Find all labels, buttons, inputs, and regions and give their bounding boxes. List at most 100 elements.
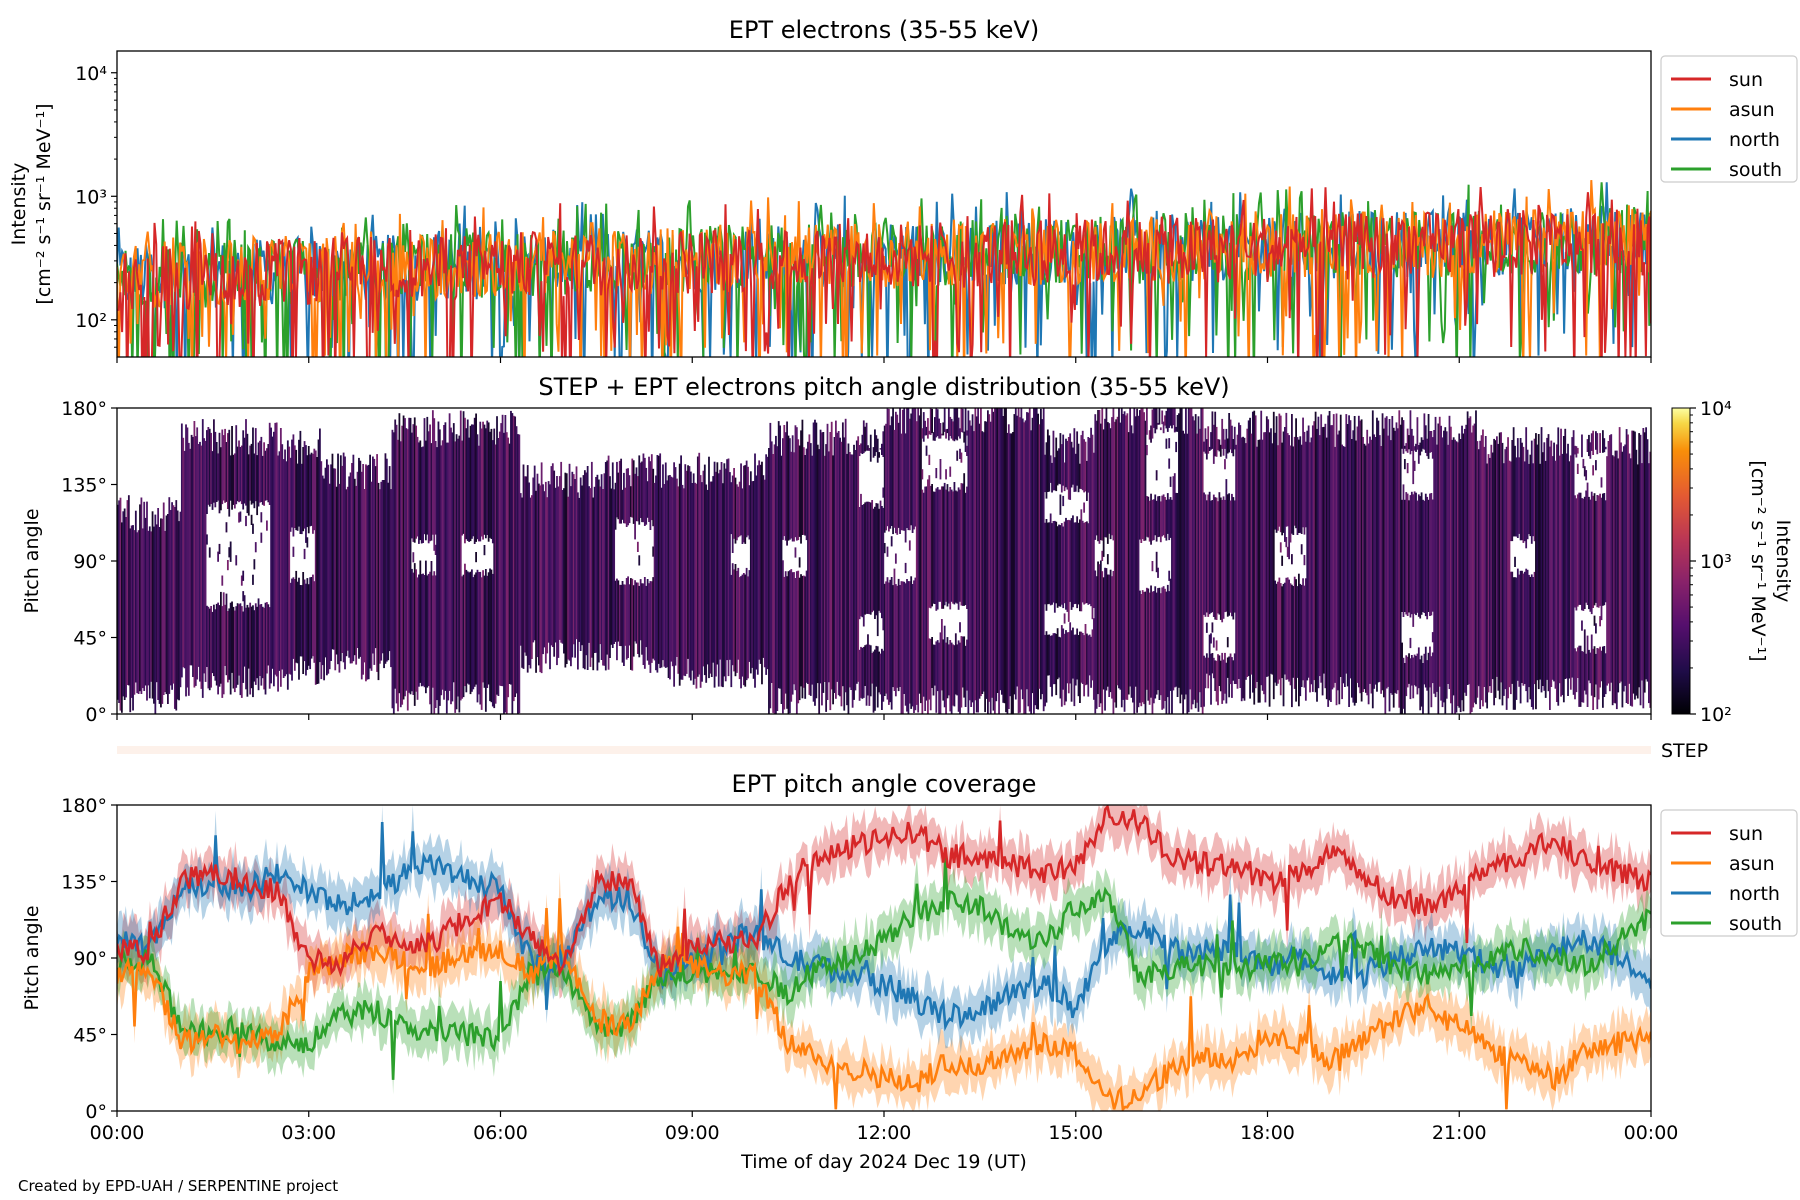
heatmap-cell [507, 437, 510, 698]
heatmap-cell [793, 452, 795, 542]
legend-item-south[interactable]: south [1671, 159, 1782, 181]
heatmap-cell [1401, 642, 1403, 714]
heatmap-cell [1331, 425, 1334, 690]
heatmap-cell [422, 446, 424, 543]
heatmap-cell [966, 430, 968, 436]
heatmap-cell [1356, 426, 1359, 683]
heatmap-cell [1571, 437, 1574, 678]
heatmap-cell [199, 441, 201, 682]
heatmap-cell [1173, 473, 1176, 688]
legend-item-asun[interactable]: asun [1671, 853, 1775, 875]
heatmap-cell [862, 420, 865, 454]
heatmap-cell [646, 481, 649, 518]
heatmap-cell [1599, 646, 1601, 688]
panel1-legend[interactable]: sun asun north south [1660, 55, 1798, 183]
heatmap-cell [1540, 427, 1543, 693]
series-line-south [117, 855, 1651, 1080]
heatmap-cell [1320, 414, 1323, 683]
heatmap-cell [1219, 497, 1222, 620]
heatmap-cell [546, 497, 549, 654]
heatmap-cell [1168, 408, 1171, 428]
heatmap-cell [836, 432, 839, 682]
y-tick-label: 10² [75, 310, 107, 332]
heatmap-cell [458, 435, 461, 713]
heatmap-cell [716, 462, 719, 665]
heatmap-cell [1073, 634, 1076, 707]
heatmap-cell [264, 450, 267, 501]
heatmap-cell [208, 428, 211, 507]
heatmap-cell [936, 487, 939, 610]
heatmap-cell [1189, 408, 1191, 690]
heatmap-cell [518, 434, 521, 714]
heatmap-cell [893, 568, 896, 691]
heatmap-cell [125, 517, 127, 698]
heatmap-cell [1519, 438, 1522, 541]
heatmap-cell [1070, 630, 1073, 702]
heatmap-cell [1310, 437, 1313, 685]
heatmap-cell [528, 482, 530, 666]
heatmap-cell [1056, 450, 1059, 486]
heatmap-cell [353, 478, 356, 656]
heatmap-cell [872, 651, 875, 713]
heatmap-cell [1212, 494, 1215, 617]
heatmap-cell [1530, 440, 1533, 544]
heatmap-cell [864, 502, 867, 615]
heatmap-cell [1465, 424, 1468, 696]
heatmap-cell [850, 454, 853, 690]
heatmap-cell [1621, 451, 1624, 708]
heatmap-cell [1557, 427, 1560, 706]
heatmap-cell [961, 483, 964, 606]
heatmap-cell [1532, 577, 1535, 710]
heatmap-cell [1048, 522, 1051, 604]
heatmap-cell [1099, 423, 1102, 541]
legend-item-asun[interactable]: asun [1671, 99, 1775, 121]
heatmap-cell [331, 453, 334, 650]
heatmap-cell [868, 501, 871, 615]
heatmap-cell [1097, 410, 1099, 542]
heatmap-cell [681, 484, 684, 680]
legend-item-north[interactable]: north [1671, 883, 1780, 905]
heatmap-cell [1422, 663, 1424, 714]
x-tick-label: 00:00 [1624, 1122, 1679, 1144]
legend-item-south[interactable]: south [1671, 913, 1782, 935]
heatmap-cell [740, 463, 742, 536]
heatmap-cell [1409, 495, 1412, 618]
colorbar [1671, 407, 1691, 715]
heatmap-cell [1232, 660, 1235, 681]
heatmap-cell [1417, 647, 1420, 689]
heatmap-cell [882, 431, 885, 457]
heatmap-cell [1198, 428, 1201, 693]
panel3-legend[interactable]: sun asun north south [1660, 809, 1798, 937]
heatmap-cell [814, 419, 816, 706]
heatmap-cell [1226, 438, 1229, 454]
heatmap-cell [652, 546, 655, 557]
heatmap-cell [747, 576, 749, 679]
colorbar-label-line1: Intensity [1772, 520, 1794, 603]
heatmap-cell [339, 455, 342, 662]
heatmap-cell [431, 410, 434, 535]
heatmap-cell [1292, 446, 1295, 535]
heatmap-cell [950, 642, 953, 714]
heatmap-cell [1109, 428, 1112, 540]
heatmap-cell [921, 428, 924, 439]
heatmap-cell [312, 453, 314, 534]
heatmap-cell [1277, 445, 1279, 531]
heatmap-cell [1026, 412, 1028, 690]
heatmap-cell [1289, 445, 1292, 543]
heatmap-cell [1102, 577, 1105, 690]
heatmap-cell [384, 453, 387, 664]
heatmap-cell [939, 423, 942, 439]
heatmap-cell [1225, 662, 1228, 704]
heatmap-cell [1648, 463, 1650, 704]
heatmap-cell [412, 424, 415, 542]
heatmap-cell [1624, 444, 1627, 686]
legend-item-north[interactable]: north [1671, 129, 1780, 151]
heatmap-cell [947, 644, 950, 696]
legend-item-sun[interactable]: sun [1671, 69, 1763, 91]
heatmap-cell [1168, 438, 1171, 449]
heatmap-cell [1288, 579, 1291, 682]
legend-item-sun[interactable]: sun [1671, 823, 1763, 845]
heatmap-cell [1233, 653, 1236, 684]
heatmap-cell [1048, 435, 1051, 492]
